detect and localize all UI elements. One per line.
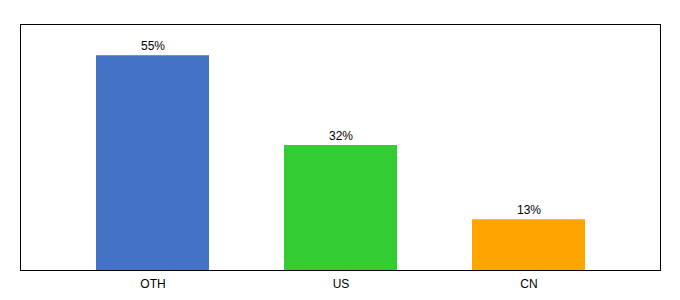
svg-text:13%: 13% (517, 203, 541, 217)
svg-text:US: US (333, 277, 350, 291)
svg-text:32%: 32% (329, 129, 353, 143)
svg-text:55%: 55% (141, 39, 165, 53)
svg-text:OTH: OTH (140, 277, 165, 291)
svg-text:CN: CN (520, 277, 537, 291)
